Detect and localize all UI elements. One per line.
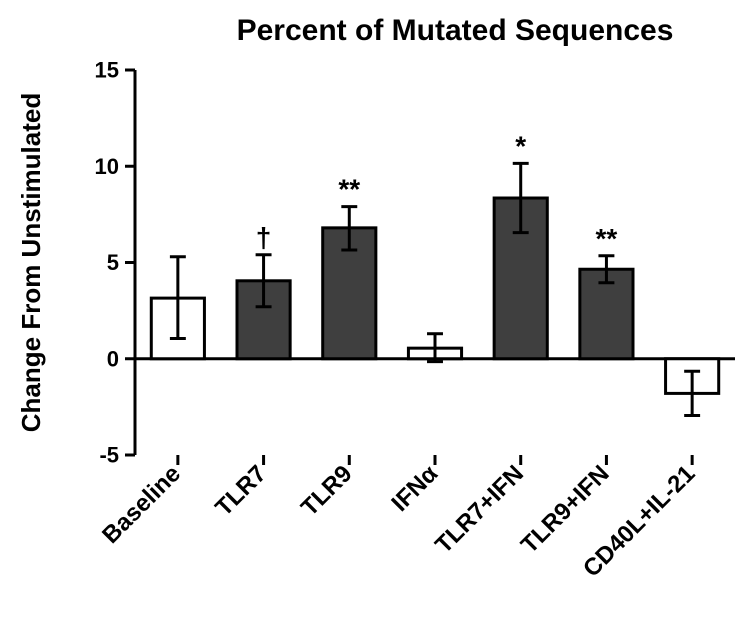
bar-chart: Percent of Mutated Sequences Change From … — [0, 0, 752, 632]
chart-container: Percent of Mutated Sequences Change From … — [0, 0, 752, 632]
y-axis-label: Change From Unstimulated — [16, 93, 46, 432]
y-tick-label: 0 — [107, 346, 119, 371]
y-tick-label: 15 — [95, 58, 119, 83]
chart-title: Percent of Mutated Sequences — [237, 14, 674, 47]
y-tick-label: 5 — [107, 250, 119, 275]
significance-marker: † — [256, 222, 272, 253]
y-tick-label: 10 — [95, 154, 119, 179]
significance-marker: ** — [338, 174, 360, 205]
significance-marker: ** — [596, 223, 618, 254]
significance-marker: * — [515, 130, 526, 161]
y-tick-label: -5 — [99, 443, 119, 468]
